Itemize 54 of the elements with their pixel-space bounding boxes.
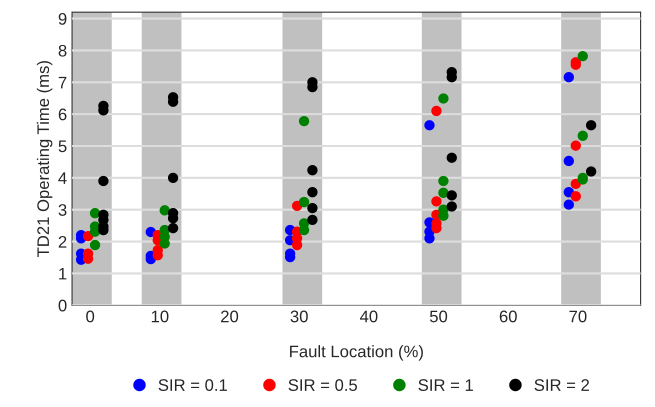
- y-tick-label: 2: [58, 236, 66, 248]
- y-tick-label: 7: [58, 76, 66, 88]
- x-tick-label: 30: [290, 310, 308, 322]
- point: [438, 188, 449, 198]
- point: [307, 187, 318, 198]
- point: [160, 205, 170, 216]
- y-tick-label: 0: [58, 300, 67, 312]
- y-tick-label: 3: [58, 204, 66, 216]
- point: [431, 196, 442, 207]
- point: [586, 166, 596, 177]
- y-tick-label: 9: [58, 12, 66, 25]
- x-tick-label: 40: [360, 310, 378, 322]
- legend-label: SIR = 0.1: [158, 379, 227, 391]
- y-tick-label: 4: [58, 172, 67, 184]
- point: [98, 176, 109, 186]
- x-tick-label: 20: [221, 310, 238, 322]
- point: [570, 140, 581, 151]
- point: [446, 190, 457, 201]
- point: [168, 172, 178, 183]
- x-tick-label: 10: [152, 310, 168, 322]
- point: [168, 223, 178, 234]
- point: [431, 106, 442, 116]
- point: [298, 116, 310, 126]
- point: [446, 201, 457, 212]
- y-tick-label: 1: [59, 268, 66, 280]
- point: [307, 214, 318, 226]
- point: [90, 240, 100, 250]
- point: [298, 196, 310, 208]
- point: [564, 72, 574, 82]
- legend-label: SIR = 1: [418, 379, 473, 391]
- x-tick-label: 0: [86, 310, 94, 322]
- point: [424, 120, 435, 130]
- point: [578, 130, 588, 141]
- point: [446, 152, 457, 163]
- point: [564, 156, 574, 166]
- point: [570, 191, 581, 202]
- legend-label: SIR = 0.5: [288, 379, 358, 391]
- y-tick-label: 8: [58, 44, 66, 57]
- x-tick-label: 60: [500, 310, 517, 322]
- y-axis-title: TD21 Operating Time (ms): [36, 61, 52, 257]
- y-tick-label: 6: [58, 108, 66, 120]
- x-tick-label: 50: [430, 310, 448, 322]
- legend-label: SIR = 2: [534, 379, 589, 391]
- point: [438, 176, 449, 186]
- point: [307, 202, 318, 214]
- x-tick-label: 70: [569, 310, 586, 322]
- point: [90, 208, 100, 218]
- point: [564, 199, 574, 210]
- point: [438, 93, 449, 104]
- y-tick-label: 5: [58, 140, 66, 152]
- x-axis-title: Fault Location (%): [290, 345, 423, 361]
- point: [578, 51, 588, 62]
- point: [307, 165, 318, 176]
- point: [586, 120, 596, 130]
